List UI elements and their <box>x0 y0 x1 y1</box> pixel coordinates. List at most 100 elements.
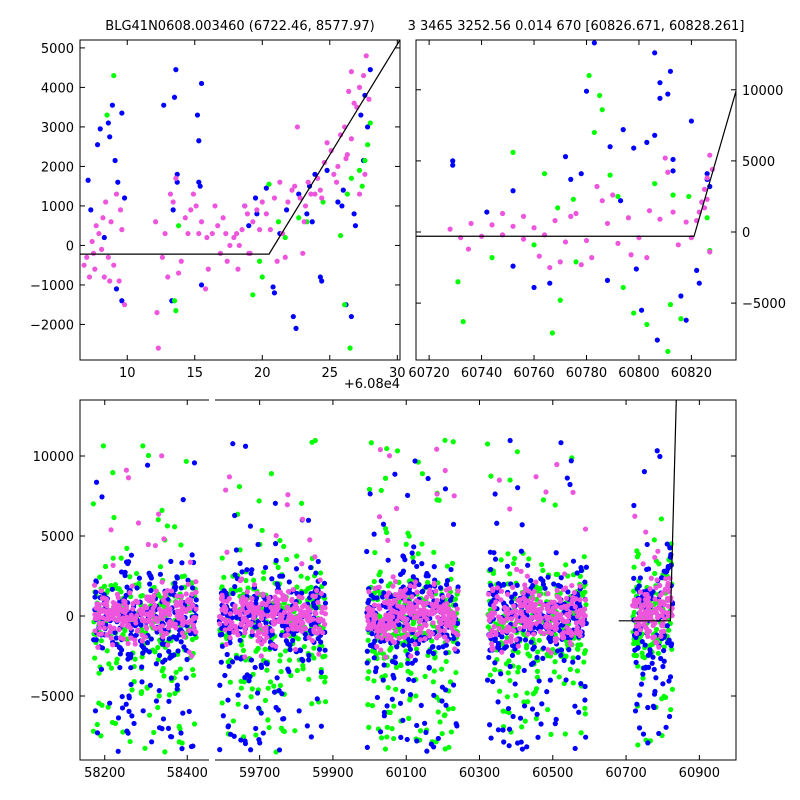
data-point-pink <box>366 96 372 102</box>
data-point-green <box>262 646 268 652</box>
data-point-pink <box>510 223 516 229</box>
data-point-green <box>385 684 391 691</box>
data-point-pink <box>552 626 558 633</box>
data-point-green <box>536 637 542 643</box>
data-point-pink <box>242 630 248 636</box>
data-point-green <box>318 674 324 680</box>
data-point-green <box>124 545 130 551</box>
data-point-pink <box>446 606 452 612</box>
data-point-blue <box>126 708 132 714</box>
data-point-green <box>104 112 110 118</box>
data-point-green <box>551 669 557 675</box>
data-point-blue <box>318 723 324 729</box>
data-point-blue <box>654 448 660 454</box>
data-point-blue <box>583 88 590 94</box>
data-point-blue <box>583 564 589 570</box>
data-point-blue <box>166 636 172 642</box>
x-tick-label: 60300 <box>459 766 500 781</box>
data-point-blue <box>248 657 255 663</box>
data-point-blue <box>224 651 230 658</box>
data-point-blue <box>105 120 111 126</box>
data-point-pink <box>454 606 460 612</box>
data-point-blue <box>136 575 143 581</box>
data-point-pink <box>333 179 340 185</box>
data-point-blue <box>276 747 283 753</box>
data-point-blue <box>389 696 395 702</box>
data-point-blue <box>312 171 318 177</box>
data-point-pink <box>165 642 171 648</box>
data-point-blue <box>663 724 669 730</box>
data-point-blue <box>178 585 184 591</box>
data-point-blue <box>238 656 244 662</box>
data-point-blue <box>437 585 444 591</box>
y-tick-label: 0 <box>66 610 74 625</box>
data-point-blue <box>554 648 561 654</box>
data-point-pink <box>520 213 527 219</box>
data-point-blue <box>231 733 237 739</box>
data-point-green <box>112 720 119 726</box>
data-point-green <box>652 181 658 187</box>
data-point-green <box>393 664 400 670</box>
data-point-green <box>644 321 650 328</box>
data-point-green <box>537 585 544 592</box>
bottom-model-line <box>618 400 677 622</box>
data-point-green <box>413 646 420 652</box>
data-point-pink <box>660 590 666 596</box>
data-point-pink <box>188 207 194 213</box>
data-point-pink <box>101 274 107 280</box>
data-point-blue <box>426 665 432 671</box>
data-point-blue <box>144 462 151 468</box>
data-point-pink <box>152 602 158 609</box>
data-point-pink <box>583 237 590 244</box>
data-point-pink <box>508 616 515 622</box>
data-point-pink <box>234 627 240 634</box>
data-point-blue <box>99 645 106 651</box>
data-point-pink <box>407 627 413 633</box>
data-point-pink <box>159 254 165 260</box>
data-point-pink <box>540 602 546 608</box>
data-point-blue <box>576 709 582 715</box>
data-point-green <box>127 594 134 600</box>
data-point-blue <box>491 550 497 556</box>
data-point-blue <box>380 521 387 527</box>
data-point-pink <box>222 617 228 623</box>
data-point-pink <box>81 262 87 268</box>
data-point-green <box>442 437 448 443</box>
data-point-green <box>668 706 674 713</box>
data-point-pink <box>110 562 116 568</box>
data-point-blue <box>258 710 264 716</box>
data-point-green <box>533 686 540 692</box>
data-point-blue <box>277 573 283 579</box>
data-point-pink <box>395 603 401 609</box>
data-point-green <box>391 735 397 742</box>
data-point-pink <box>272 619 278 625</box>
data-point-green <box>439 730 445 737</box>
data-point-pink <box>411 627 417 633</box>
data-point-green <box>366 486 373 492</box>
data-point-blue <box>296 191 302 197</box>
data-point-blue <box>545 574 551 580</box>
data-point-blue <box>425 475 431 482</box>
data-point-blue <box>385 557 391 563</box>
data-point-pink <box>90 250 97 256</box>
data-point-blue <box>314 696 320 702</box>
data-point-green <box>634 554 640 560</box>
data-point-blue <box>319 278 325 284</box>
data-point-blue <box>439 698 445 704</box>
data-point-blue <box>98 666 105 672</box>
data-point-pink <box>390 583 396 589</box>
data-point-blue <box>663 569 669 575</box>
data-point-pink <box>125 475 132 481</box>
data-point-blue <box>196 138 202 144</box>
data-point-blue <box>411 677 417 684</box>
data-point-blue <box>159 641 166 647</box>
data-point-green <box>138 690 144 697</box>
data-point-pink <box>554 461 560 468</box>
data-point-pink <box>113 191 120 197</box>
data-point-blue <box>661 658 667 664</box>
data-point-green <box>511 560 517 567</box>
data-point-blue <box>582 579 588 585</box>
data-point-pink <box>393 505 400 512</box>
data-point-pink <box>173 599 180 605</box>
